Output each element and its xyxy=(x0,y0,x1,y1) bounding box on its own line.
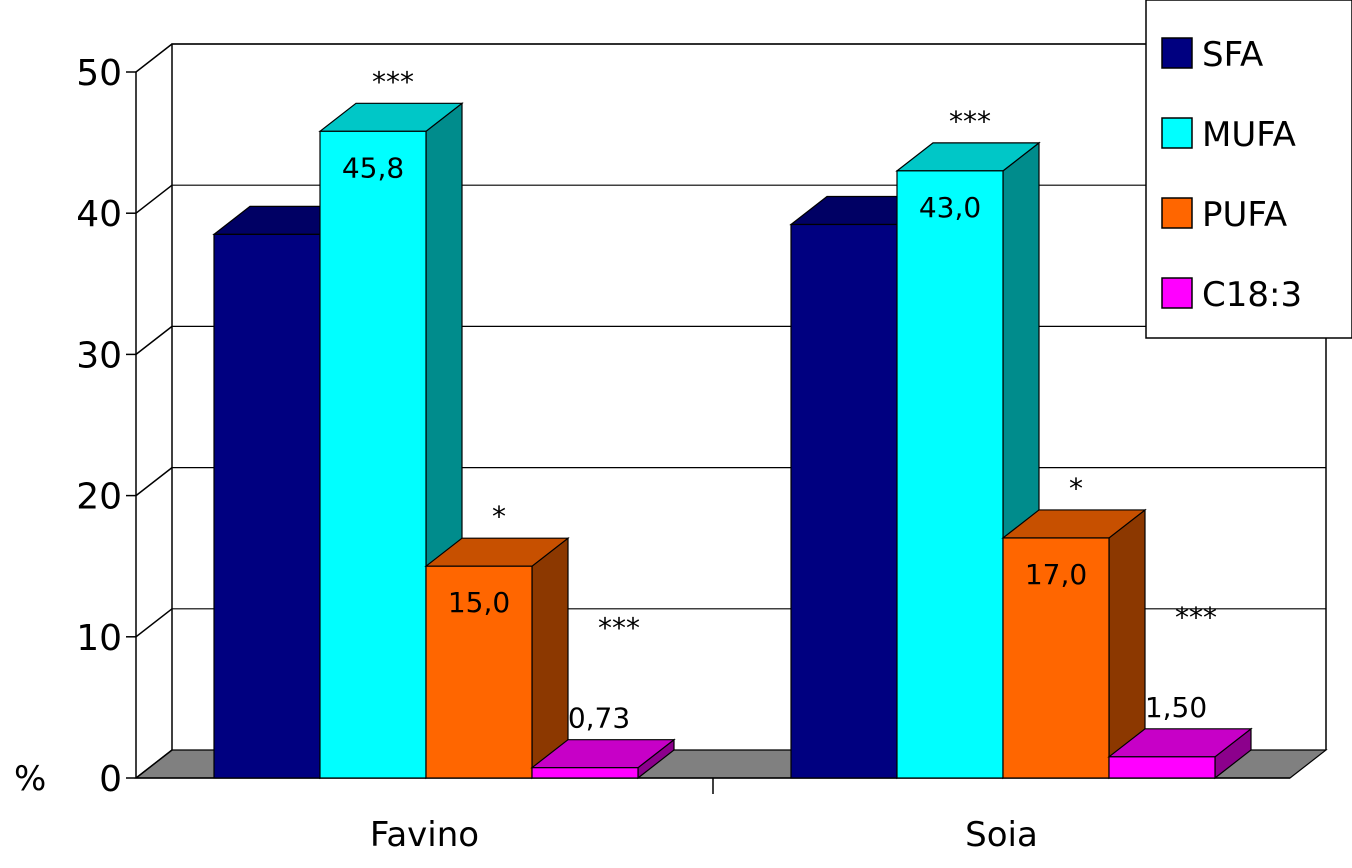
legend-swatch xyxy=(1161,277,1193,309)
y-tick-labels: 0 10 20 30 40 50 xyxy=(76,53,122,800)
y-tick-label: 30 xyxy=(76,335,122,376)
y-tick xyxy=(135,749,173,779)
category-labels: Favino Soia xyxy=(370,815,1038,855)
y-tick xyxy=(135,608,173,638)
bars xyxy=(212,102,1253,780)
bar-side xyxy=(531,536,569,780)
category-label: Soia xyxy=(965,815,1038,855)
significance-label: *** xyxy=(372,65,414,98)
data-label: 0,73 xyxy=(568,702,630,735)
data-label: 43,0 xyxy=(919,191,981,224)
y-axis-label: % xyxy=(14,759,46,799)
bar xyxy=(1108,756,1216,779)
bar xyxy=(896,170,1004,779)
bar xyxy=(425,565,533,779)
legend-label: SFA xyxy=(1202,35,1263,75)
legend-swatch xyxy=(1161,37,1193,69)
legend-label: MUFA xyxy=(1202,115,1296,155)
y-tick-label: 0 xyxy=(99,759,122,800)
y-tick xyxy=(135,43,173,73)
data-label: 45,8 xyxy=(342,151,404,184)
data-label: 15,0 xyxy=(448,586,510,619)
bar xyxy=(319,130,427,779)
legend-label: C18:3 xyxy=(1202,275,1302,315)
legend-swatch xyxy=(1161,117,1193,149)
significance-label: *** xyxy=(949,105,991,138)
y-tick xyxy=(135,325,173,355)
significance-label: * xyxy=(492,500,506,533)
category-label: Favino xyxy=(370,815,479,855)
data-label: 1,50 xyxy=(1145,691,1207,724)
legend-swatch xyxy=(1161,197,1193,229)
y-tick-label: 40 xyxy=(76,194,122,235)
y-tick xyxy=(135,467,173,497)
y-tick xyxy=(135,184,173,214)
y-tick-label: 10 xyxy=(76,618,122,659)
y-tick-label: 20 xyxy=(76,477,122,518)
data-labels: 45,8 *** 15,0 * 0,73 *** 43,0 *** 17,0 * 1,50 *** xyxy=(342,65,1217,734)
bar xyxy=(790,223,898,779)
legend: SFA MUFA PUFA C18:3 xyxy=(1145,0,1352,339)
bar xyxy=(213,233,321,779)
significance-label: * xyxy=(1069,472,1083,505)
bar xyxy=(1002,537,1110,779)
legend-label: PUFA xyxy=(1202,195,1287,235)
bar xyxy=(531,767,639,779)
significance-label: *** xyxy=(598,612,640,645)
y-tick-label: 50 xyxy=(76,53,122,94)
data-label: 17,0 xyxy=(1025,558,1087,591)
significance-label: *** xyxy=(1175,601,1217,634)
